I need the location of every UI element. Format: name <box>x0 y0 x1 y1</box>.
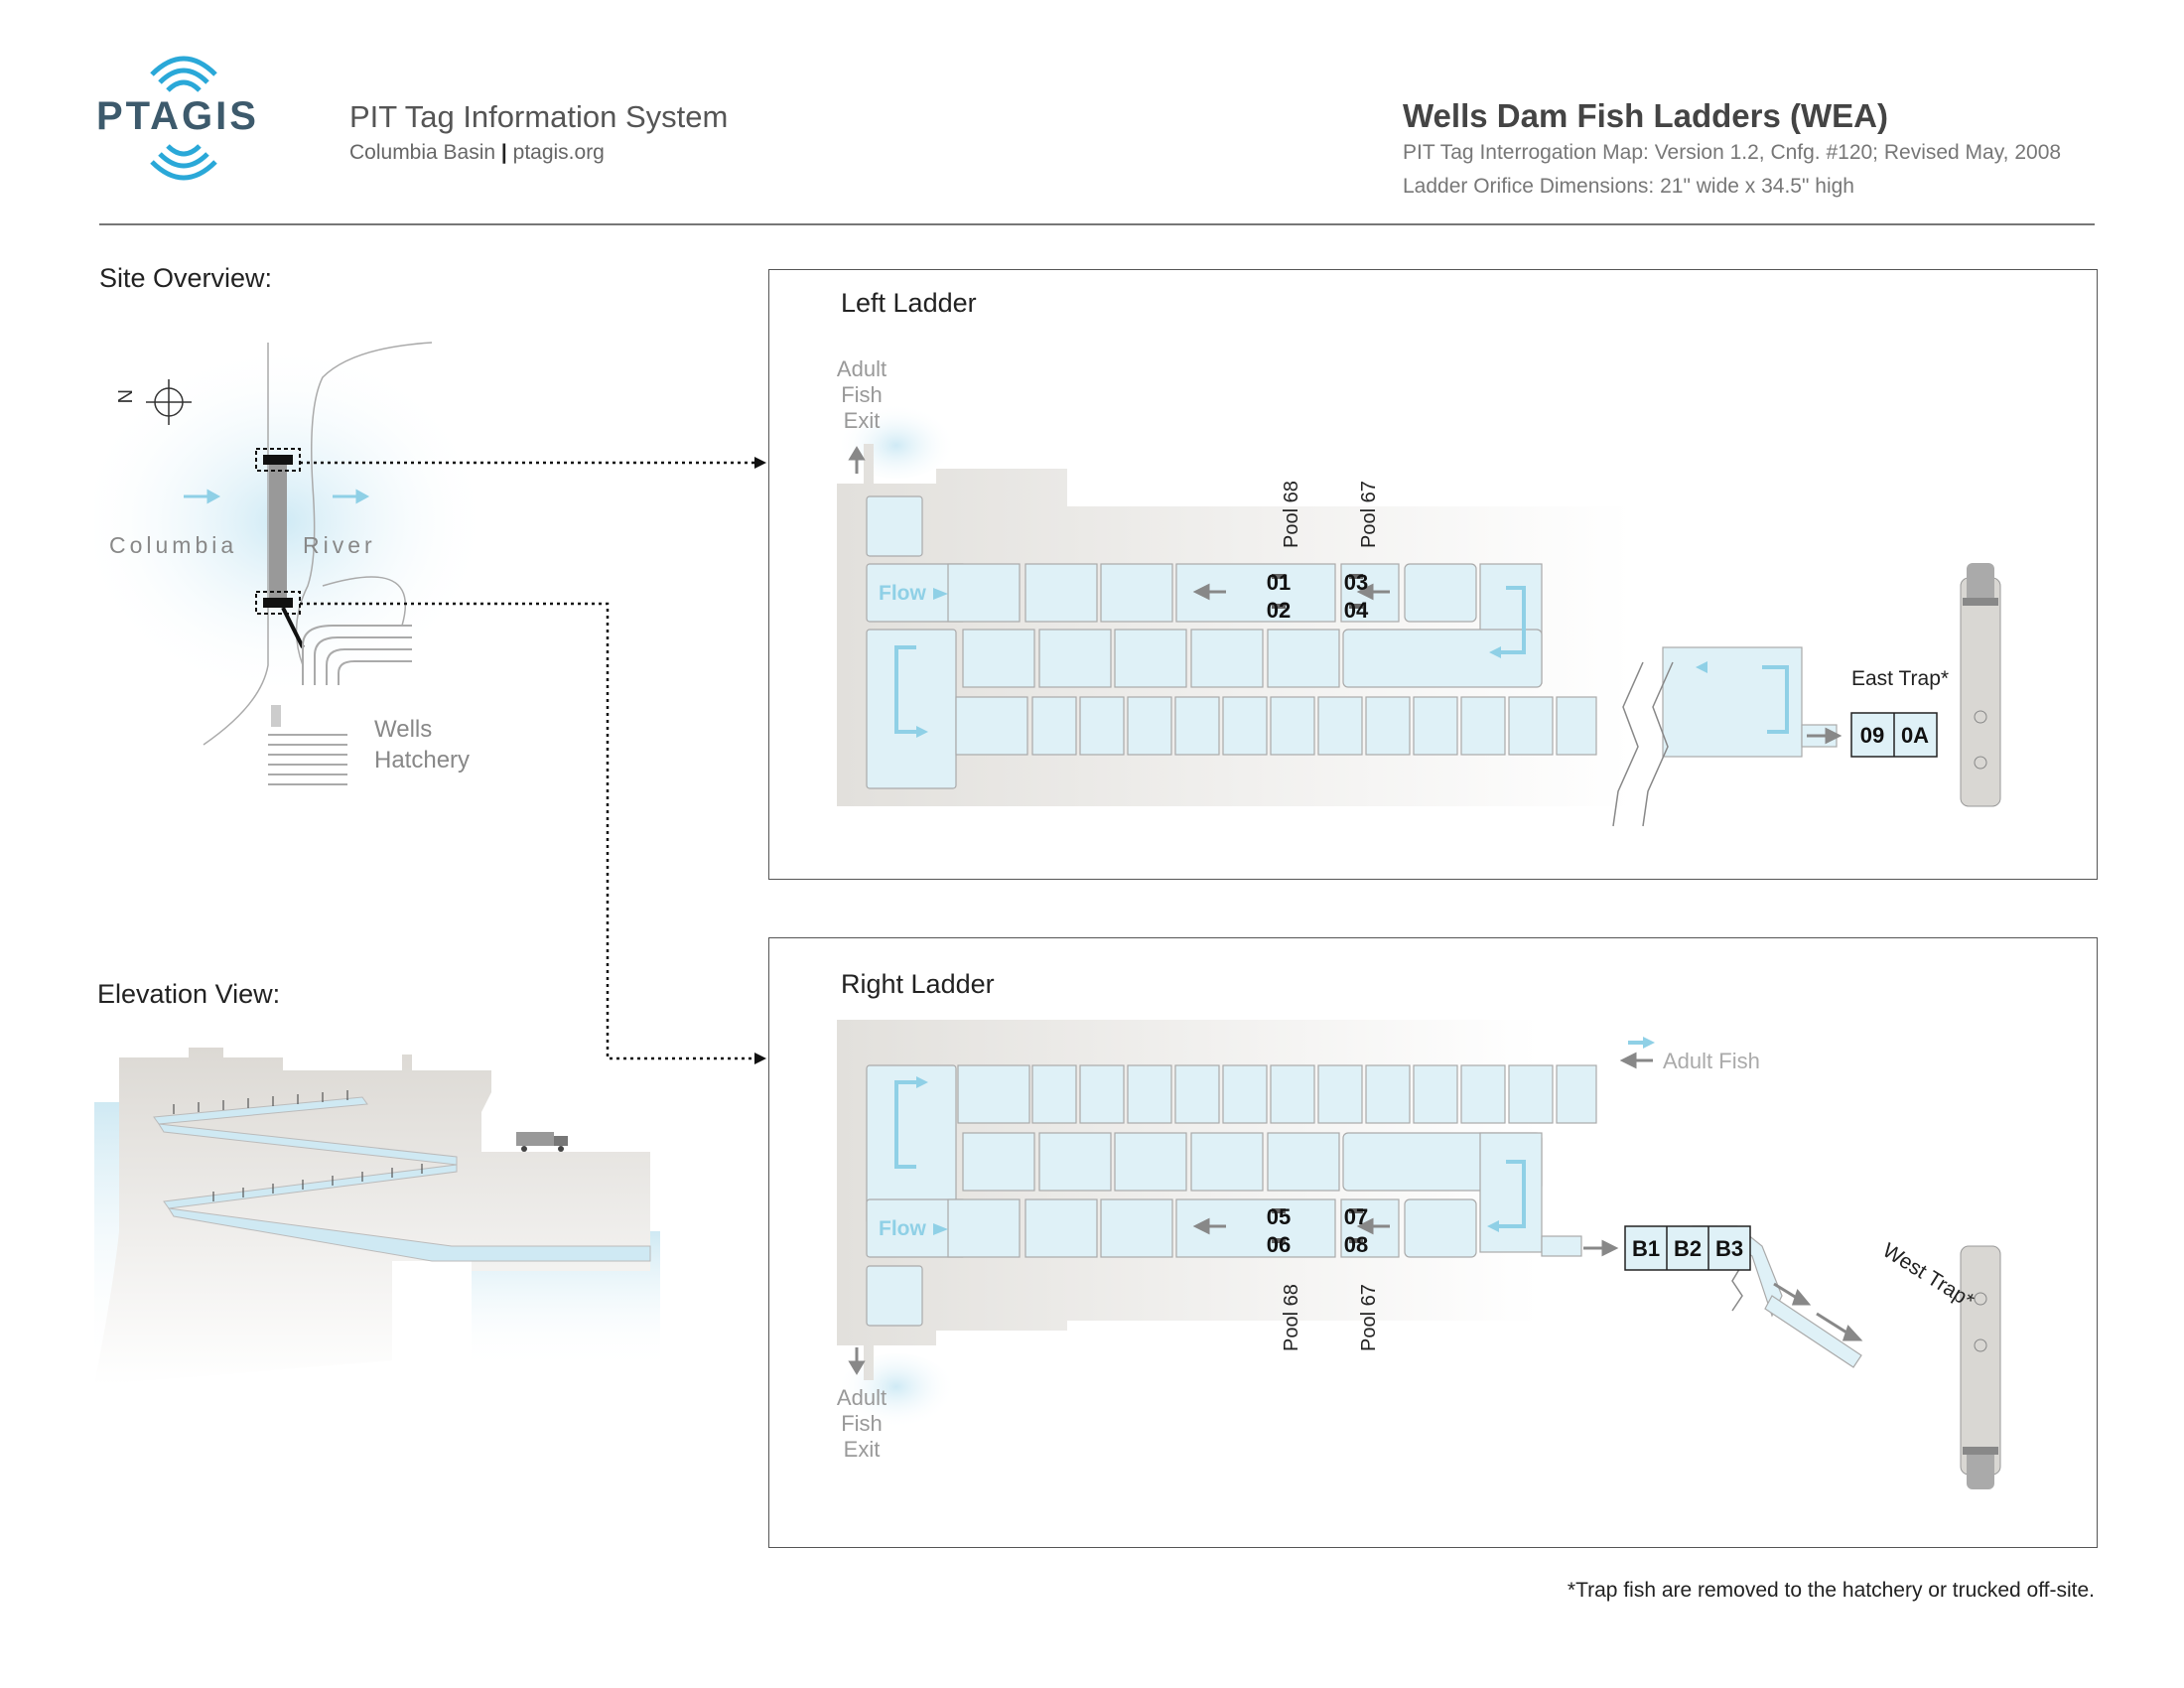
hatchery-label-2: Hatchery <box>374 747 470 774</box>
antenna-01: 01 <box>1267 570 1291 595</box>
antenna-B1: B1 <box>1632 1236 1660 1261</box>
flow-label: Flow <box>879 582 926 605</box>
ptagis-logo: PTAGIS <box>94 45 273 194</box>
right-ladder-diagram: Adult Fish Flow Pool 68 Pool 67 05 06 07… <box>837 1020 2001 1489</box>
left-ladder-panel: Left Ladder <box>768 269 2098 880</box>
website-link[interactable]: ptagis.org <box>512 141 605 164</box>
elevation-view-label: Elevation View: <box>97 979 281 1009</box>
system-name: PIT Tag Information System <box>349 99 729 134</box>
separator: | <box>500 141 513 164</box>
exit-label-2: Fish <box>841 1411 883 1436</box>
basin-name: Columbia Basin <box>349 141 496 164</box>
site-overview-label: Site Overview: <box>99 263 273 293</box>
exit-label-3: Exit <box>844 408 881 433</box>
pool-68-label: Pool 68 <box>1281 481 1302 548</box>
left-ladder-diagram: Adult Fish Exit Flow Pool 68 Pool 67 01 … <box>837 356 2001 827</box>
exit-label-1: Adult <box>837 1385 887 1410</box>
right-ladder-title: Right Ladder <box>841 969 995 999</box>
flow-arrow-icon <box>933 1223 948 1235</box>
orifice-dimensions: Ladder Orifice Dimensions: 21" wide x 34… <box>1403 175 1854 198</box>
map-title: Wells Dam Fish Ladders (WEA) <box>1403 97 1888 134</box>
exit-label-2: Fish <box>841 382 883 407</box>
flow-arrow-icon <box>933 588 948 600</box>
truck-icon <box>516 1132 568 1152</box>
logo-text: PTAGIS <box>96 94 259 138</box>
hatchery-label-1: Wells <box>374 716 432 743</box>
footnote: *Trap fish are removed to the hatchery o… <box>1567 1579 2095 1602</box>
antenna-03: 03 <box>1344 570 1368 595</box>
signal-waves-icon <box>150 56 217 181</box>
basin-line: Columbia Basin | ptagis.org <box>349 141 605 165</box>
antenna-0A: 0A <box>1901 723 1929 748</box>
elevation-view-diagram <box>94 1048 660 1385</box>
pool-67-label: Pool 67 <box>1358 1284 1380 1351</box>
antenna-09: 09 <box>1860 723 1884 748</box>
compass-icon <box>146 379 192 425</box>
truck-icon <box>1960 563 2001 807</box>
flow-label: Flow <box>879 1217 926 1240</box>
exit-label-1: Adult <box>837 356 887 381</box>
east-trap-label: East Trap* <box>1851 667 1949 690</box>
compass-north-label: N <box>113 389 135 403</box>
antenna-06: 06 <box>1267 1232 1291 1257</box>
antenna-07: 07 <box>1344 1204 1368 1229</box>
site-overview-map: N Columbia River Wells Hatchery <box>94 342 491 785</box>
antenna-08: 08 <box>1344 1232 1368 1257</box>
right-ladder-panel: Right Ladder <box>768 937 2098 1548</box>
pool-68-label: Pool 68 <box>1281 1284 1302 1351</box>
map-version: PIT Tag Interrogation Map: Version 1.2, … <box>1403 141 2062 164</box>
antenna-05: 05 <box>1267 1204 1291 1229</box>
antenna-02: 02 <box>1267 598 1291 623</box>
exit-label-3: Exit <box>844 1437 881 1462</box>
header-divider <box>99 223 2095 225</box>
antenna-04: 04 <box>1344 598 1369 623</box>
river-label-left: Columbia <box>109 532 237 558</box>
antenna-B2: B2 <box>1674 1236 1702 1261</box>
truck-icon <box>1960 1245 2001 1489</box>
pool-67-label: Pool 67 <box>1358 481 1380 548</box>
river-label-right: River <box>303 532 376 558</box>
antenna-B3: B3 <box>1715 1236 1743 1261</box>
left-ladder-title: Left Ladder <box>841 288 977 318</box>
adult-fish-label: Adult Fish <box>1663 1049 1760 1073</box>
